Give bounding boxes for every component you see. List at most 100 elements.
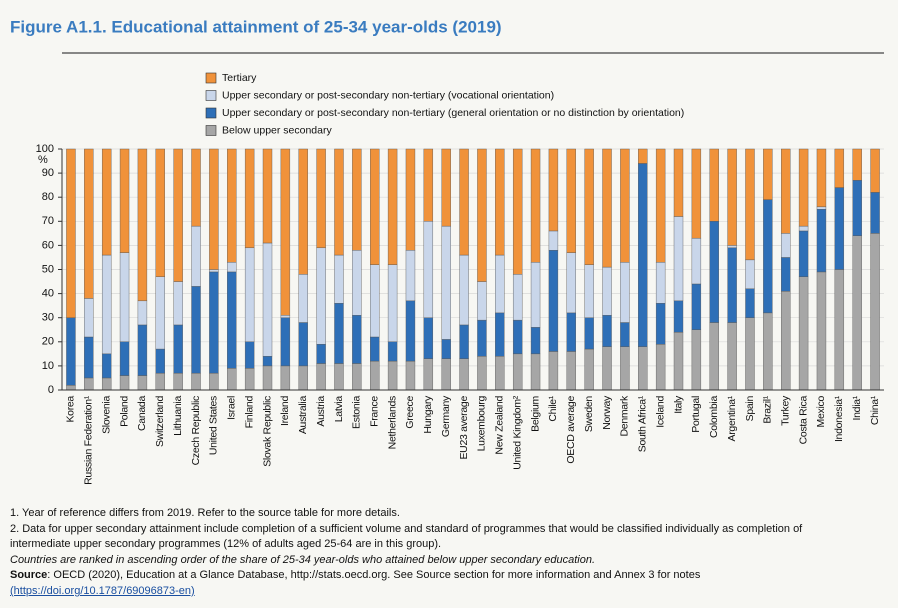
bar-segment	[316, 148, 326, 249]
bar-segment	[352, 148, 362, 251]
bar-segment	[280, 315, 291, 318]
bar-segment	[727, 148, 737, 246]
bar-segment	[352, 315, 362, 364]
bar-segment	[512, 353, 523, 391]
bar-segment	[512, 319, 523, 355]
bar-segment	[405, 250, 416, 302]
legend-swatch	[205, 125, 217, 136]
bar-segment	[298, 365, 308, 391]
x-tick-label: Lithuania	[172, 396, 184, 436]
bar-segment	[84, 336, 94, 379]
bar-segment	[298, 322, 308, 367]
bar-segment	[423, 358, 434, 391]
bar-segment	[798, 225, 809, 232]
bar-segment	[280, 317, 291, 367]
source-link[interactable]: (https://doi.org/10.1787/69096873-en)	[10, 584, 195, 597]
bar-segment	[477, 319, 487, 357]
bar-segment	[727, 247, 737, 323]
bar-segment	[781, 233, 791, 258]
x-tick-label: Indonesia¹	[833, 395, 845, 442]
bar-segment	[548, 250, 559, 352]
bar-segment	[334, 148, 344, 256]
bar-segment	[227, 368, 237, 391]
bar-segment	[441, 225, 451, 340]
bar-segment	[244, 341, 255, 369]
x-tick-label: Slovak Republic	[261, 396, 273, 467]
bar-segment	[262, 365, 273, 391]
bar-segment	[834, 148, 845, 188]
x-tick-label: Greece	[404, 396, 416, 429]
bar-segment	[155, 348, 165, 374]
bar-segment	[298, 148, 308, 275]
bar-segment	[387, 341, 398, 362]
x-tick-label: Finland	[243, 396, 255, 429]
bar-segment	[638, 163, 648, 347]
y-axis-label: %	[38, 154, 48, 166]
bar-segment	[566, 351, 576, 391]
bar-segment	[137, 324, 148, 376]
bar-segment	[66, 317, 76, 386]
bar-segment	[495, 148, 505, 256]
bar-segment	[495, 254, 505, 314]
bar-segment	[66, 148, 76, 318]
x-tick-label: Slovenia	[100, 396, 112, 434]
x-tick-label: Denmark	[619, 395, 631, 437]
x-tick-label: Latvia	[333, 396, 345, 423]
bar-segment	[209, 372, 219, 391]
x-tick-label: Mexico	[815, 396, 827, 428]
bar-segment	[155, 276, 165, 350]
bar-segment	[173, 281, 183, 326]
x-tick-label: Hungary	[422, 395, 434, 434]
bar-segment	[852, 235, 862, 391]
y-tick-label: 0	[48, 384, 54, 396]
note: 1. Year of reference differs from 2019. …	[10, 507, 400, 519]
bar-segment	[530, 353, 541, 391]
bar-segment	[673, 331, 684, 391]
bar-segment	[816, 271, 827, 391]
x-tick-label: Italy	[672, 395, 684, 414]
x-tick-label: Belgium	[529, 395, 541, 431]
note: intermediate upper secondary programmes …	[10, 538, 442, 551]
y-tick-label: 70	[42, 215, 54, 227]
bar-segment	[816, 206, 827, 210]
bar-segment	[781, 148, 791, 234]
y-tick-label: 100	[36, 143, 54, 155]
x-tick-label: Russian Federation¹	[83, 395, 95, 485]
bar-segment	[834, 269, 845, 391]
x-tick-label: Spain	[744, 396, 756, 422]
bar-segment	[691, 283, 702, 330]
bar-segment	[477, 281, 487, 321]
bar-segment	[584, 264, 594, 318]
bar-segment	[101, 254, 112, 355]
bar-segment	[101, 377, 112, 391]
bar-segment	[101, 353, 112, 379]
x-tick-label: China¹	[869, 395, 881, 425]
y-tick-label: 30	[42, 312, 54, 324]
chart-title: Figure A1.1. Educational attainment of 2…	[10, 17, 502, 36]
x-tick-label: Luxembourg	[476, 396, 488, 452]
bar-segment	[620, 346, 630, 391]
x-tick-label: Chile¹	[547, 395, 559, 421]
bar-segment	[101, 148, 112, 256]
bar-segment	[316, 363, 326, 391]
bar-segment	[405, 148, 416, 251]
bar-segment	[334, 303, 344, 364]
bar-segment	[745, 317, 755, 391]
x-tick-label: Switzerland	[154, 396, 166, 447]
bar-segment	[352, 250, 362, 316]
bar-segment	[119, 252, 130, 343]
bar-segment	[727, 322, 737, 391]
bar-segment	[191, 372, 201, 391]
bar-segment	[298, 274, 308, 323]
notes: 1. Year of reference differs from 2019. …	[10, 506, 898, 600]
bar-segment	[370, 264, 380, 338]
note: 2. Data for upper secondary attainment i…	[10, 522, 803, 535]
x-tick-label: Turkey	[779, 395, 791, 426]
bar-segment	[870, 192, 880, 234]
x-tick-label: United Kingdom²	[511, 395, 523, 470]
bar-segment	[262, 148, 273, 244]
x-tick-label: Israel	[226, 396, 238, 420]
bar-segment	[495, 356, 505, 391]
bar-segment	[512, 274, 523, 321]
